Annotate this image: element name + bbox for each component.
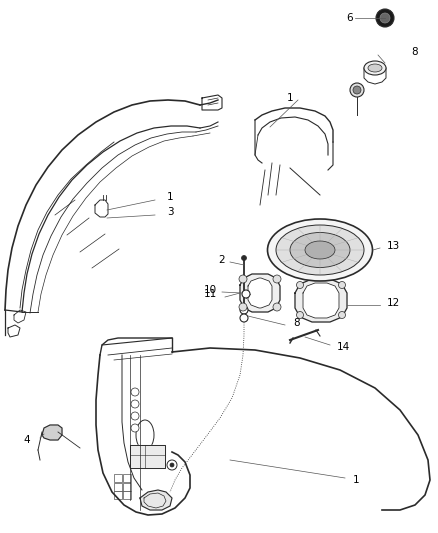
Circle shape	[240, 306, 248, 314]
Circle shape	[167, 460, 177, 470]
Ellipse shape	[368, 64, 382, 72]
Text: 1: 1	[167, 192, 173, 202]
Circle shape	[350, 83, 364, 97]
Ellipse shape	[305, 241, 335, 259]
Circle shape	[131, 424, 139, 432]
Polygon shape	[240, 274, 280, 312]
Text: 3: 3	[167, 207, 173, 217]
Text: 6: 6	[347, 13, 353, 23]
Ellipse shape	[364, 61, 386, 75]
Circle shape	[239, 303, 247, 311]
Polygon shape	[248, 278, 272, 308]
Circle shape	[170, 463, 174, 467]
Bar	[114, 483, 122, 491]
Text: 11: 11	[203, 289, 217, 299]
Polygon shape	[42, 425, 62, 440]
Circle shape	[131, 400, 139, 408]
Text: 8: 8	[412, 47, 418, 57]
Ellipse shape	[276, 225, 364, 275]
Bar	[123, 491, 131, 499]
Circle shape	[297, 311, 304, 319]
Ellipse shape	[136, 420, 154, 450]
Circle shape	[339, 311, 346, 319]
Bar	[114, 491, 122, 499]
Polygon shape	[303, 283, 339, 318]
Circle shape	[240, 314, 248, 322]
Polygon shape	[130, 445, 165, 468]
Text: 13: 13	[386, 241, 399, 251]
Text: 1: 1	[353, 475, 359, 485]
Circle shape	[242, 290, 250, 298]
Text: 8: 8	[294, 318, 300, 328]
Circle shape	[239, 275, 247, 283]
Circle shape	[376, 9, 394, 27]
Bar	[123, 474, 131, 482]
Polygon shape	[140, 490, 172, 510]
Text: 12: 12	[386, 298, 399, 308]
Circle shape	[273, 275, 281, 283]
Circle shape	[297, 281, 304, 288]
Ellipse shape	[268, 219, 372, 281]
Text: 10: 10	[203, 285, 216, 295]
Text: 14: 14	[336, 342, 350, 352]
Circle shape	[131, 412, 139, 420]
Polygon shape	[295, 279, 347, 322]
Text: 4: 4	[24, 435, 30, 445]
Text: 1: 1	[287, 93, 293, 103]
Circle shape	[380, 13, 390, 23]
Ellipse shape	[290, 232, 350, 268]
Circle shape	[273, 303, 281, 311]
Bar	[123, 483, 131, 491]
Circle shape	[353, 86, 361, 94]
Circle shape	[131, 388, 139, 396]
Text: 2: 2	[219, 255, 225, 265]
Circle shape	[339, 281, 346, 288]
Bar	[114, 474, 122, 482]
Circle shape	[241, 255, 247, 261]
